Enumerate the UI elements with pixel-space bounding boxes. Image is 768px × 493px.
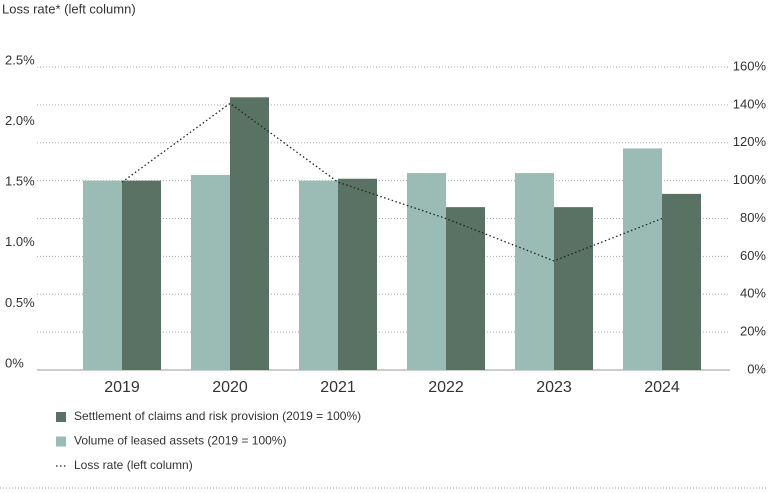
bar: [623, 148, 662, 370]
legend-label: Volume of leased assets (2019 = 100%): [74, 434, 286, 448]
x-tick-label: 2019: [104, 379, 140, 396]
y-tick-label: 2.0%: [5, 113, 35, 128]
x-tick-label: 2021: [320, 379, 356, 396]
y2-tick-label: 100%: [733, 172, 767, 187]
y-tick-label: 1.0%: [5, 234, 35, 249]
bar: [554, 207, 593, 370]
bar: [122, 180, 161, 370]
bar: [299, 180, 338, 370]
y2-tick-label: 120%: [733, 134, 767, 149]
bar: [407, 173, 446, 370]
bar: [515, 173, 554, 370]
y-tick-label: 0%: [5, 355, 24, 370]
y2-tick-label: 160%: [733, 58, 767, 73]
bar: [191, 174, 230, 370]
x-tick-label: 2024: [644, 379, 680, 396]
y-tick-label: 2.5%: [5, 52, 35, 67]
y2-tick-label: 20%: [740, 324, 766, 339]
bar: [446, 207, 485, 370]
legend-swatch: [56, 436, 66, 447]
y2-tick-label: 40%: [740, 286, 766, 301]
x-tick-label: 2020: [212, 379, 248, 396]
bar: [338, 178, 377, 370]
legend-label: Loss rate (left column): [74, 458, 193, 472]
x-tick-label: 2023: [536, 379, 572, 396]
legend-label: Settlement of claims and risk provision …: [74, 409, 361, 423]
legend-swatch: [56, 412, 66, 422]
y2-tick-label: 60%: [740, 248, 766, 263]
bar: [83, 180, 122, 370]
y2-tick-label: 80%: [740, 210, 766, 225]
y-tick-label: 0.5%: [5, 295, 35, 310]
y-tick-label: 1.5%: [5, 174, 35, 189]
y2-tick-label: 0%: [747, 361, 766, 376]
x-tick-label: 2022: [428, 379, 464, 396]
y2-tick-label: 140%: [733, 96, 767, 111]
bar: [230, 97, 269, 371]
chart-title: Loss rate* (left column): [2, 1, 136, 16]
bar: [662, 193, 701, 370]
loss-rate-line: [121, 102, 663, 262]
